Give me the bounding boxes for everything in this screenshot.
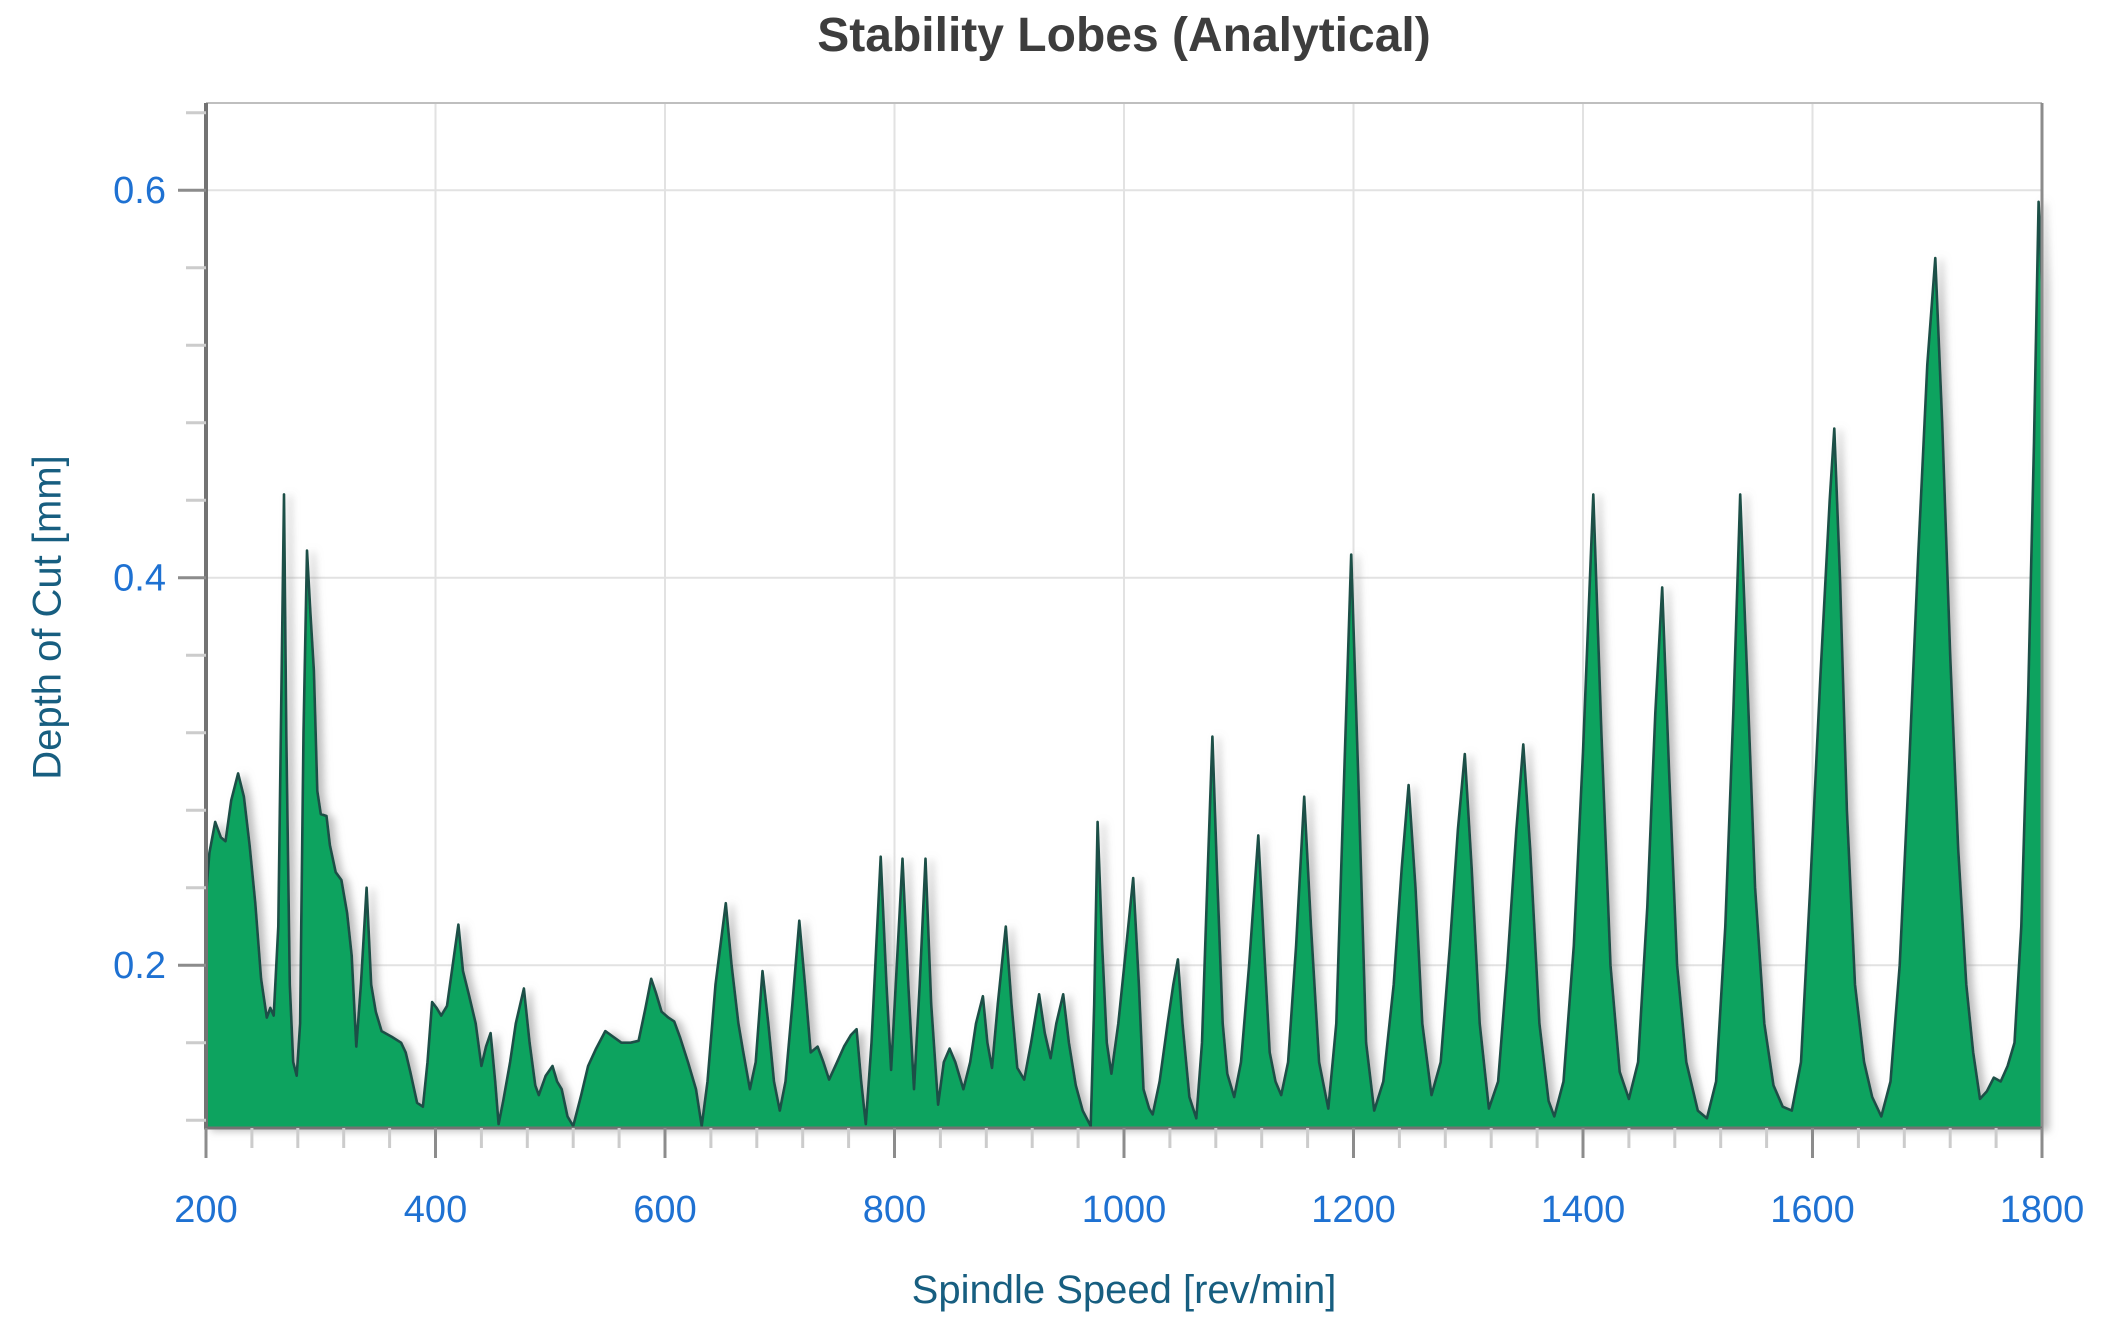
y-tick-label: 0.6 <box>113 170 166 212</box>
x-tick-label: 1000 <box>1082 1189 1167 1231</box>
x-tick-label: 200 <box>174 1189 237 1231</box>
x-tick-label: 600 <box>633 1189 696 1231</box>
x-tick-label: 1800 <box>2000 1189 2085 1231</box>
chart-title: Stability Lobes (Analytical) <box>817 9 1431 62</box>
x-tick-label: 1400 <box>1541 1189 1626 1231</box>
x-tick-label: 1200 <box>1311 1189 1396 1231</box>
y-tick-label: 0.2 <box>113 945 166 987</box>
x-tick-label: 800 <box>863 1189 926 1231</box>
x-tick-label: 1600 <box>1770 1189 1855 1231</box>
y-tick-label: 0.4 <box>113 558 166 600</box>
x-tick-label: 400 <box>404 1189 467 1231</box>
stability-area-series <box>204 200 2044 1130</box>
x-axis-title: Spindle Speed [rev/min] <box>911 1268 1337 1312</box>
